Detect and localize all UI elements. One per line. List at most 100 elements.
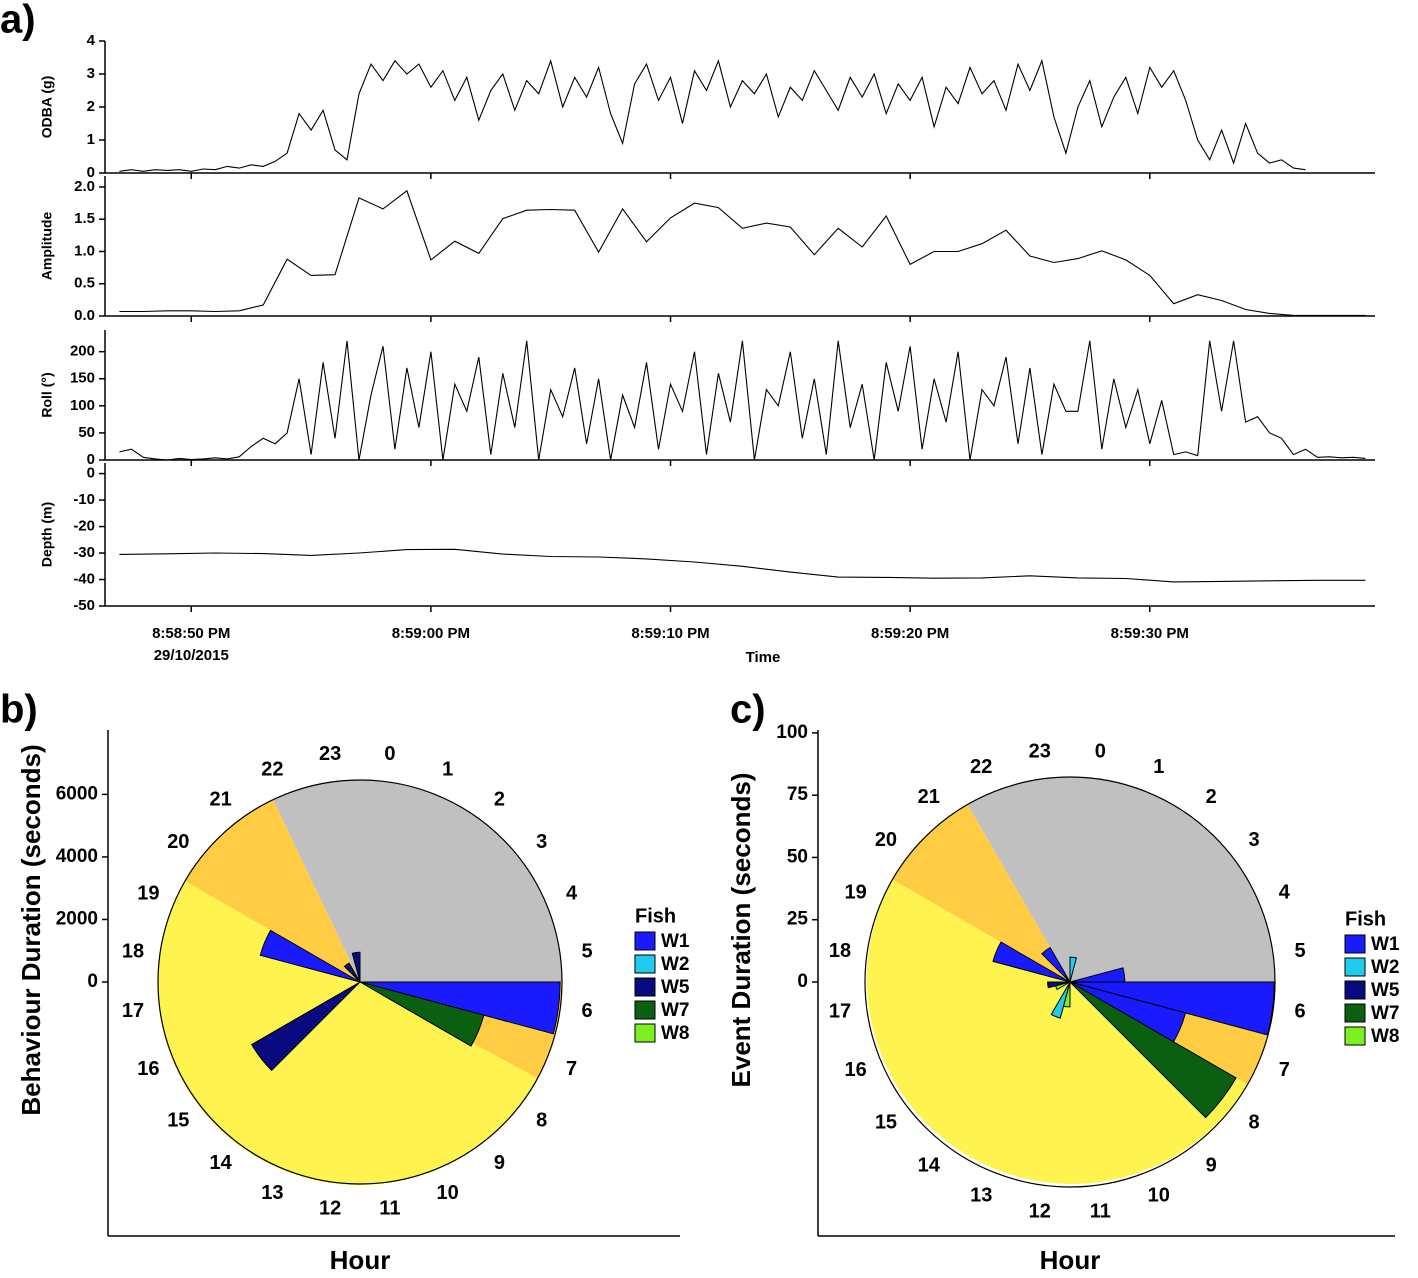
y-tick-label: -10 bbox=[73, 491, 95, 508]
legend-swatch bbox=[1344, 957, 1366, 977]
legend-label: W1 bbox=[661, 931, 690, 952]
hour-label: 9 bbox=[494, 1152, 505, 1174]
rose-bar bbox=[343, 962, 361, 983]
outline bbox=[864, 776, 1276, 1188]
hour-label: 17 bbox=[829, 1001, 851, 1023]
y-tick-label: 50 bbox=[78, 424, 95, 441]
hour-label: 20 bbox=[167, 831, 189, 853]
y-tick-label: 50 bbox=[787, 846, 808, 867]
x-axis-label: Time bbox=[746, 649, 781, 666]
y-tick-label: -50 bbox=[73, 597, 95, 614]
hour-label: 23 bbox=[1029, 740, 1051, 762]
y-tick-label: 2.0 bbox=[74, 178, 95, 195]
line-series bbox=[119, 189, 1366, 316]
y-tick-label: 1 bbox=[87, 131, 95, 148]
x-tick-label: 8:59:00 PM bbox=[392, 625, 470, 642]
legend-label: W8 bbox=[1371, 1026, 1400, 1047]
period-sector bbox=[157, 881, 538, 1186]
hour-label: 2 bbox=[1206, 786, 1217, 808]
hour-label: 5 bbox=[581, 940, 592, 962]
hour-label: 4 bbox=[566, 883, 578, 905]
hour-label: 17 bbox=[122, 1000, 144, 1022]
x-tick-label: 8:58:50 PM bbox=[152, 625, 230, 642]
rose-bar bbox=[1050, 981, 1071, 1019]
y-tick-label: 150 bbox=[70, 370, 95, 387]
x-axis-label: Hour bbox=[1040, 1245, 1101, 1275]
panel-label: b) bbox=[0, 688, 38, 732]
hour-label: 14 bbox=[918, 1154, 941, 1176]
hour-label: 13 bbox=[261, 1182, 283, 1204]
hour-label: 19 bbox=[137, 883, 159, 905]
legend-swatch bbox=[634, 1000, 656, 1020]
y-tick-label: 0.5 bbox=[74, 275, 95, 292]
y-axis-label: Behaviour Duration (seconds) bbox=[16, 744, 46, 1115]
rose-bar bbox=[1069, 981, 1237, 1119]
y-axis-label: Amplitude bbox=[39, 212, 55, 281]
legend-title: Fish bbox=[635, 905, 676, 927]
hour-label: 13 bbox=[970, 1185, 992, 1207]
y-tick-label: 75 bbox=[787, 784, 809, 805]
hour-label: 12 bbox=[1029, 1200, 1051, 1222]
legend-label: W5 bbox=[1371, 980, 1400, 1001]
legend-swatch bbox=[634, 954, 656, 974]
hour-label: 22 bbox=[970, 756, 992, 778]
rose-bar bbox=[351, 951, 361, 983]
panel-label: a) bbox=[0, 0, 36, 42]
hour-label: 20 bbox=[875, 829, 897, 851]
y-tick-label: -40 bbox=[73, 570, 95, 587]
y-tick-label: 0 bbox=[87, 451, 95, 468]
legend-label: W1 bbox=[1371, 934, 1400, 955]
y-axis-label: Depth (m) bbox=[39, 502, 55, 567]
x-tick-label: 8:59:20 PM bbox=[871, 625, 949, 642]
y-axis-label: Roll (°) bbox=[39, 372, 55, 417]
y-tick-label: 3 bbox=[87, 65, 95, 82]
hour-label: 10 bbox=[1148, 1185, 1170, 1207]
hour-label: 5 bbox=[1294, 940, 1305, 962]
x-tick-label: 8:59:30 PM bbox=[1111, 625, 1189, 642]
hour-label: 23 bbox=[319, 743, 341, 765]
y-tick-label: 0 bbox=[87, 971, 98, 992]
rose-bar bbox=[992, 941, 1071, 983]
hour-label: 3 bbox=[536, 831, 547, 853]
hour-label: 1 bbox=[442, 759, 453, 781]
legend-swatch bbox=[1344, 1003, 1366, 1023]
hour-label: 9 bbox=[1206, 1154, 1217, 1176]
hour-label: 0 bbox=[1095, 740, 1106, 762]
rose-bar bbox=[359, 981, 485, 1047]
y-tick-label: 4 bbox=[87, 32, 96, 49]
rose-bar bbox=[1041, 946, 1071, 983]
legend-swatch bbox=[634, 931, 656, 951]
hour-label: 11 bbox=[379, 1197, 400, 1219]
legend-label: W8 bbox=[661, 1023, 690, 1044]
hour-label: 0 bbox=[384, 743, 395, 765]
legend-swatch bbox=[634, 977, 656, 997]
legend-label: W2 bbox=[661, 954, 690, 975]
legend-swatch bbox=[1344, 980, 1366, 1000]
hour-label: 8 bbox=[536, 1110, 547, 1132]
period-sector bbox=[892, 804, 1070, 982]
rose-bar bbox=[259, 929, 361, 983]
hour-label: 16 bbox=[845, 1059, 867, 1081]
hour-label: 7 bbox=[566, 1058, 577, 1080]
y-tick-label: 0 bbox=[87, 465, 95, 482]
y-tick-label: -20 bbox=[73, 518, 95, 535]
period-sector bbox=[967, 777, 1275, 982]
hour-label: 6 bbox=[1294, 1001, 1305, 1023]
hour-label: 6 bbox=[581, 1000, 592, 1022]
panel-label: c) bbox=[730, 688, 766, 732]
y-axis-label: ODBA (g) bbox=[39, 76, 55, 138]
y-tick-label: 1.0 bbox=[74, 242, 95, 259]
y-tick-label: 1.5 bbox=[74, 210, 95, 227]
outline bbox=[157, 779, 563, 1185]
period-sector bbox=[185, 799, 360, 982]
hour-label: 14 bbox=[209, 1152, 232, 1174]
y-tick-label: 0 bbox=[797, 971, 808, 992]
rose-bar bbox=[1062, 981, 1071, 1008]
rose-bar bbox=[1054, 981, 1071, 991]
hour-label: 21 bbox=[209, 789, 231, 811]
y-tick-label: 25 bbox=[787, 909, 809, 930]
legend-label: W2 bbox=[1371, 957, 1400, 978]
hour-label: 15 bbox=[875, 1112, 897, 1134]
